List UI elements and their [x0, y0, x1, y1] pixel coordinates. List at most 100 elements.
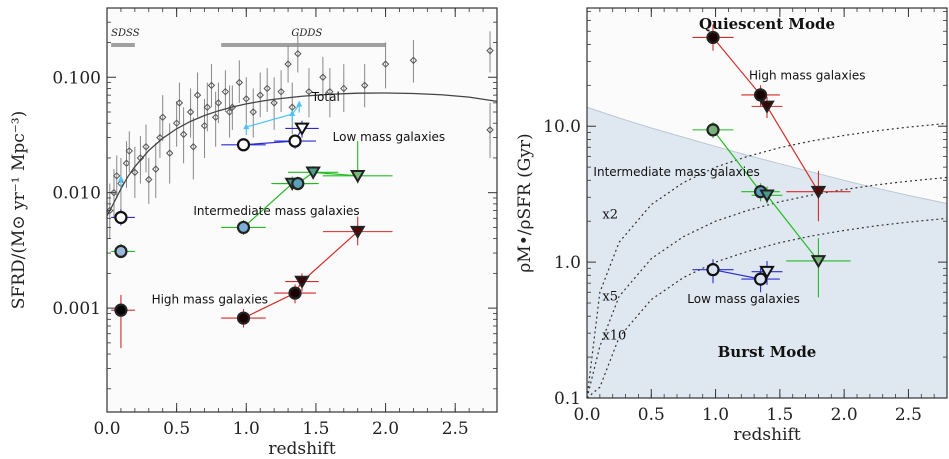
literature-point	[125, 147, 133, 155]
point-high-mass-galaxies	[706, 30, 720, 45]
annotation-label: Intermediate mass galaxies	[193, 204, 359, 218]
literature-point	[152, 165, 160, 173]
burst-region	[586, 106, 948, 399]
point-low-mass-galaxies	[753, 272, 768, 286]
annotation-factor: x10	[602, 328, 626, 343]
point-high-mass-galaxies	[759, 100, 775, 114]
point-intermediate-mass-galaxies	[291, 176, 305, 191]
total-arrow-head	[289, 110, 296, 117]
annotation-mode: Burst Mode	[718, 343, 817, 361]
literature-point	[486, 126, 494, 134]
point-high-mass-galaxies	[114, 303, 128, 317]
annotation-label: High mass galaxies	[749, 69, 865, 83]
literature-point	[242, 95, 250, 103]
x-tick-label: 2.0	[372, 419, 399, 439]
x-tick-label: 0.0	[573, 405, 600, 425]
y-tick-label: 0.100	[52, 68, 101, 88]
point-high-mass-galaxies	[349, 225, 366, 239]
literature-point	[159, 113, 167, 121]
total-arrow-head	[243, 123, 250, 130]
annotation-label: High mass galaxies	[152, 292, 268, 306]
y-axis-title: ρM•/ρSFR (Gyr)	[515, 133, 535, 272]
point-low-mass-galaxies	[288, 134, 302, 148]
annotation-label: Intermediate mass galaxies	[593, 165, 759, 179]
literature-point	[225, 108, 234, 116]
point-low-mass-galaxies	[294, 122, 310, 136]
x-axis-title: redshift	[268, 439, 335, 459]
literature-point	[110, 188, 118, 197]
point-intermediate-mass-galaxies	[706, 123, 720, 137]
literature-point	[486, 46, 494, 55]
annotation-factor: x2	[602, 207, 618, 222]
point-high-mass-galaxies	[288, 286, 302, 300]
literature-point	[172, 119, 181, 127]
literature-point	[175, 99, 184, 107]
total-arrow-head	[296, 100, 303, 107]
model-curve-total	[106, 92, 498, 217]
point-high-mass-galaxies	[753, 88, 768, 102]
literature-point	[221, 87, 230, 96]
x-tick-label: 1.5	[302, 419, 329, 439]
x-tick-label: 2.5	[895, 405, 922, 425]
x-tick-label: 1.0	[233, 419, 260, 439]
survey-label-gdds: GDDS	[291, 28, 322, 39]
dotted-curve-x5	[586, 176, 948, 399]
x-tick-label: 2.5	[442, 419, 469, 439]
y-tick-label: 10.0	[543, 117, 581, 137]
literature-point	[200, 122, 209, 130]
x-tick-label: 0.5	[163, 419, 190, 439]
annotation-label: Low mass galaxies	[687, 292, 800, 306]
annotation-label: Total	[311, 90, 340, 104]
literature-point	[284, 60, 292, 68]
literature-point	[207, 81, 216, 90]
left-panel-sfrd: SDSS GDDS 0.0 0.5 1.0 1.5 2.0 2.5 0.001 0.010 0.10…	[9, 7, 498, 459]
total-arrow-head	[117, 175, 124, 182]
x-tick-label: 1.5	[766, 405, 793, 425]
x-axis-title: redshift	[733, 425, 800, 445]
literature-point	[249, 108, 257, 116]
literature-point	[106, 206, 114, 215]
plot-area	[107, 8, 497, 412]
y-axis-title: SFRD/(M⊙ yr⁻¹ Mpc⁻³)	[9, 111, 29, 309]
point-intermediate-mass-galaxies	[349, 170, 366, 184]
dotted-curve-x2	[586, 122, 948, 399]
literature-point	[214, 99, 223, 107]
x-tick-label: 0.5	[638, 405, 665, 425]
y-tick-label: 0.001	[52, 299, 101, 319]
point-intermediate-mass-galaxies	[236, 220, 251, 235]
literature-point	[113, 172, 121, 180]
literature-point	[319, 73, 327, 81]
point-intermediate-mass-galaxies	[114, 244, 128, 258]
literature-point	[193, 91, 202, 99]
x-tick-label: 2.0	[831, 405, 858, 425]
right-panel-timescale: 0.0 0.5 1.0 1.5 2.0 2.5 0.1 1.0 10.0 redshift ρM•/…	[515, 7, 948, 445]
annotation-factor: x5	[602, 290, 618, 305]
literature-point	[305, 87, 313, 96]
point-intermediate-mass-galaxies	[810, 255, 827, 269]
literature-point	[211, 113, 220, 121]
y-tick-label: 1.0	[554, 253, 581, 273]
survey-label-sdss: SDSS	[111, 28, 140, 39]
point-low-mass-galaxies	[759, 265, 775, 280]
point-low-mass-galaxies	[114, 210, 128, 225]
literature-point	[145, 175, 153, 184]
point-high-mass-galaxies	[810, 185, 827, 200]
literature-point	[256, 91, 264, 99]
literature-point	[360, 81, 369, 90]
literature-point	[179, 130, 188, 139]
literature-point	[165, 149, 174, 157]
literature-point	[235, 78, 244, 87]
point-intermediate-mass-galaxies	[759, 189, 775, 203]
annotation-label: Low mass galaxies	[333, 130, 446, 144]
y-tick-label: 0.1	[554, 389, 581, 409]
y-tick-label: 0.010	[52, 184, 101, 204]
literature-point	[263, 84, 271, 93]
literature-point	[122, 159, 131, 167]
literature-point	[270, 99, 278, 107]
literature-point	[340, 84, 348, 93]
point-low-mass-galaxies	[236, 138, 251, 152]
literature-point	[186, 108, 195, 116]
literature-point	[277, 87, 285, 96]
point-intermediate-mass-galaxies	[305, 166, 321, 180]
